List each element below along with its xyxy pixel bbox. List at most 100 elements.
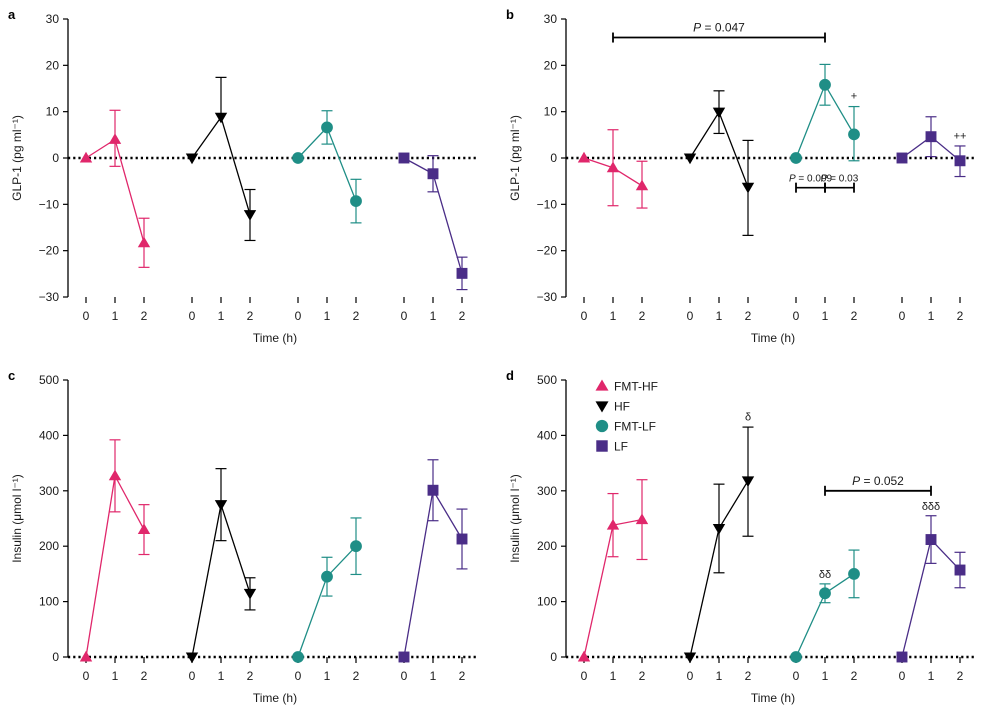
legend-item: LF [596,440,628,454]
legend-label: HF [614,400,630,414]
x-tick-label: 2 [957,309,964,323]
data-point [712,107,726,119]
x-tick-label: 2 [459,309,466,323]
x-tick-label: 2 [353,669,360,683]
data-point [108,469,122,481]
y-tick-label: 0 [550,650,557,664]
legend-item: FMT-LF [595,420,656,434]
legend-label: FMT-LF [614,420,656,434]
y-tick-label: 500 [537,373,557,387]
data-point [577,650,591,662]
x-tick-label: 2 [141,309,148,323]
x-tick-label: 0 [83,669,90,683]
x-tick-label: 0 [899,669,906,683]
data-point [790,152,802,164]
x-tick-label: 0 [401,669,408,683]
y-axis-title: GLP-1 (pg ml⁻¹) [10,115,24,201]
series-fmt-lf [790,63,860,164]
significance-mark: δδ [819,569,831,581]
data-point [635,513,649,525]
x-tick-label: 2 [459,669,466,683]
data-point [79,650,93,662]
x-tick-label: 0 [581,309,588,323]
data-point [925,534,937,546]
series-fmt-hf [577,129,649,209]
series-lf [398,152,468,291]
x-tick-label: 1 [430,309,437,323]
x-tick-label: 0 [687,669,694,683]
x-tick-label: 0 [687,309,694,323]
x-axis-title: Time (h) [253,691,297,705]
x-tick-label: 1 [218,309,225,323]
y-tick-label: 200 [39,539,59,553]
y-tick-label: −30 [39,290,60,304]
panel-label: a [8,7,16,22]
p-value-label: P = 0.047 [693,21,745,35]
data-point [848,568,860,580]
legend: FMT-HF HF FMT-LF LF [595,379,658,454]
x-tick-label: 2 [851,669,858,683]
series-hf [185,468,257,664]
x-tick-label: 0 [793,309,800,323]
y-tick-label: 30 [544,12,558,26]
x-tick-label: 0 [581,669,588,683]
x-tick-label: 0 [295,669,302,683]
y-axis-title: GLP-1 (pg ml⁻¹) [508,115,522,201]
x-tick-label: 2 [141,669,148,683]
x-tick-label: 1 [610,669,617,683]
data-point [108,133,122,144]
significance-mark: + [851,91,857,103]
y-tick-label: 30 [46,12,60,26]
y-tick-label: −10 [39,197,60,211]
x-tick-label: 2 [247,669,254,683]
data-point [819,587,831,600]
data-point [214,112,228,124]
y-tick-label: 0 [550,151,557,165]
data-point [683,153,697,165]
y-tick-label: −20 [537,244,558,258]
x-tick-label: 1 [218,669,225,683]
series-lf [398,459,468,663]
x-tick-label: 2 [247,309,254,323]
legend-label: FMT-HF [614,380,658,394]
x-tick-label: 1 [822,669,829,683]
y-tick-label: −30 [537,290,558,304]
data-point [427,484,439,496]
data-point [321,121,333,134]
data-point [79,151,93,163]
x-tick-label: 0 [295,309,302,323]
data-point [427,168,439,180]
significance-mark: δ [745,411,751,423]
data-point [398,651,410,663]
series-hf [683,426,755,664]
data-point [712,524,726,535]
x-tick-label: 1 [112,309,119,323]
series-fmt-hf [79,439,151,662]
series-lf [896,116,966,178]
data-point [185,652,199,664]
x-tick-label: 0 [401,309,408,323]
y-tick-label: 10 [46,105,60,119]
data-point [848,128,860,141]
data-point [350,195,362,207]
x-tick-label: 1 [822,309,829,323]
legend-marker [595,401,609,413]
panel-label: d [506,368,514,383]
y-tick-label: 100 [39,595,59,609]
x-tick-label: 2 [957,669,964,683]
data-point [398,152,410,164]
significance-bracket: P = 0.052 [824,474,932,496]
legend-label: LF [614,440,628,454]
data-point [896,651,908,663]
data-point [635,179,649,191]
data-point [954,564,966,576]
series-fmt-hf [577,479,649,662]
y-tick-label: 20 [46,58,60,72]
data-point [350,540,362,553]
series-hf [185,76,257,242]
data-point [243,588,257,600]
x-tick-label: 2 [639,309,646,323]
y-tick-label: 200 [537,539,557,553]
